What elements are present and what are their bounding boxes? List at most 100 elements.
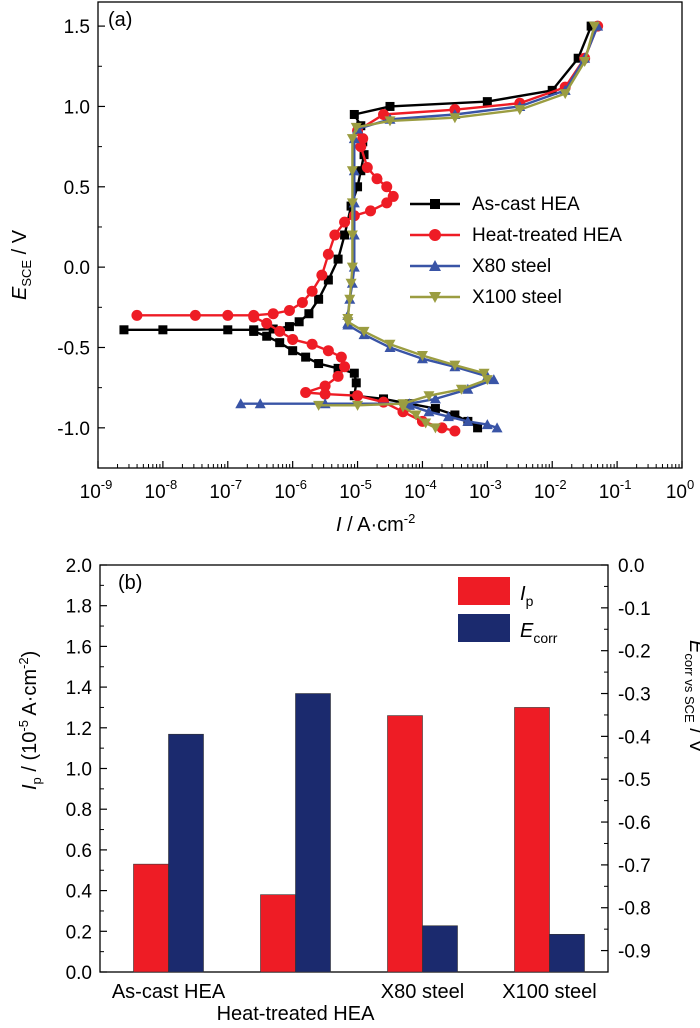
series-a [131, 20, 604, 437]
marker-circle [300, 386, 312, 398]
marker-square [385, 101, 395, 111]
marker-circle [296, 296, 308, 308]
marker-triangle-down [481, 375, 493, 386]
y-tick-label-b: 0.4 [66, 882, 93, 903]
y-tick-label-b: 0.6 [66, 841, 92, 862]
series-line [136, 25, 599, 317]
marker-circle [387, 190, 399, 202]
marker-triangle [481, 419, 493, 430]
y-tick-label-a: -0.5 [57, 338, 90, 359]
y-tick-label-a: 0.0 [64, 258, 90, 279]
y-tick-label-a: -1.0 [57, 419, 90, 440]
legend-label-b: Ip [520, 583, 534, 609]
marker-square [223, 325, 233, 335]
legend-label-a: X80 steel [472, 256, 551, 277]
marker-triangle-down [344, 294, 356, 305]
y-tick-label-b: 1.8 [66, 597, 92, 618]
legend-label-a: X100 steel [472, 287, 562, 308]
y-axis-label-a: ESCE / V [9, 229, 34, 300]
y2-tick-label-b: -0.8 [618, 899, 651, 920]
plot-frame-a [97, 1, 683, 469]
y-tick-label-b: 0.8 [66, 800, 92, 821]
marker-triangle-down [346, 198, 358, 209]
marker-triangle-down [429, 423, 441, 434]
marker-triangle-down [420, 418, 432, 429]
panel-label-b: (b) [118, 572, 142, 594]
marker-circle [306, 285, 318, 297]
y-tick-label-b: 1.0 [66, 760, 92, 781]
marker-triangle-down [514, 105, 526, 116]
y2-tick-label-b: -0.7 [618, 856, 651, 877]
marker-triangle-down [345, 278, 357, 289]
category-label: X80 steel [381, 981, 464, 1003]
marker-square [573, 53, 583, 63]
marker-square [356, 166, 366, 176]
x-tick-label-a: 10-2 [534, 477, 567, 503]
marker-square [586, 21, 596, 31]
y-tick-label-b: 1.2 [66, 719, 92, 740]
marker-square [262, 331, 272, 341]
marker-triangle-down [579, 56, 591, 67]
marker-circle [274, 325, 286, 337]
y-tick-label-a: 1.5 [64, 17, 90, 38]
marker-triangle-down [397, 402, 409, 413]
marker-triangle-down [449, 113, 461, 124]
bar-ip [260, 894, 296, 973]
marker-triangle-down [559, 89, 571, 100]
marker-square [275, 338, 285, 348]
marker-square [119, 325, 129, 335]
marker-circle [429, 229, 441, 241]
bar-ip [514, 707, 550, 973]
marker-square [158, 325, 168, 335]
marker-triangle-down [346, 166, 358, 177]
marker-triangle [423, 406, 435, 417]
x-tick-label-a: 100 [666, 477, 694, 503]
y2-tick-label-b: 0.0 [618, 556, 644, 577]
series-line [346, 25, 599, 324]
panel-a: (a) 10-9 10-8 10-7 10-6 10-5 10-4 10-3 10-2 10-1… [9, 1, 694, 536]
legend-b: Ip Ecorr [458, 577, 558, 646]
marker-circle [339, 216, 351, 228]
marker-circle [352, 390, 364, 402]
y2-tick-label-b: -0.1 [618, 599, 651, 620]
y2-axis-label-b: Ecorr vs SCE / V [682, 640, 700, 753]
marker-triangle-down [423, 391, 435, 402]
marker-square [473, 423, 483, 433]
x-tick-label-a: 10-3 [469, 477, 502, 503]
marker-circle [332, 370, 344, 382]
category-label: X100 steel [502, 981, 597, 1003]
marker-square [284, 322, 294, 332]
marker-circle [322, 345, 334, 357]
marker-triangle [429, 260, 441, 271]
marker-triangle-down [352, 400, 364, 411]
marker-square [547, 85, 557, 95]
y-axis-label-b: Ip / (10-5 A·cm-2) [16, 651, 44, 790]
legend-label-a: Heat-treated HEA [472, 225, 622, 246]
series-line [253, 330, 479, 429]
series-line [124, 25, 593, 331]
marker-square [294, 317, 304, 327]
marker-circle [357, 133, 369, 145]
y2-tick-label-b: -0.4 [618, 727, 651, 748]
marker-square [349, 368, 359, 378]
y-tick-label-a: 1.0 [64, 97, 90, 118]
marker-circle [329, 229, 341, 241]
marker-circle [189, 309, 201, 321]
marker-circle [322, 248, 334, 260]
category-label: As-cast HEA [112, 981, 226, 1003]
marker-square [351, 378, 361, 388]
marker-triangle [235, 398, 247, 409]
legend-swatch-b [458, 614, 510, 642]
marker-triangle [254, 398, 266, 409]
marker-circle [319, 380, 331, 392]
marker-circle [378, 396, 390, 408]
marker-triangle-down [346, 134, 358, 145]
bar-ecorr [549, 933, 585, 973]
bar-ecorr [422, 925, 458, 973]
marker-square [323, 275, 333, 285]
marker-circle [248, 311, 260, 323]
marker-square [304, 309, 314, 319]
marker-triangle-down [358, 326, 370, 337]
y2-tick-label-b: -0.3 [618, 685, 651, 706]
